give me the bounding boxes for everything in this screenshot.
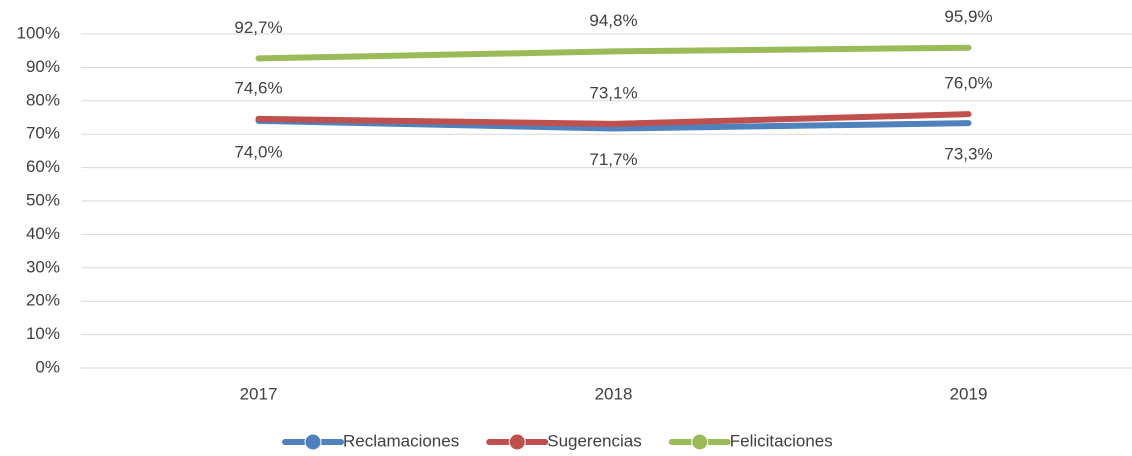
y-tick-label: 40% xyxy=(26,224,60,243)
data-label: 73,1% xyxy=(589,83,637,102)
y-tick-label: 0% xyxy=(35,357,60,376)
data-label: 74,0% xyxy=(234,142,282,161)
y-tick-label: 100% xyxy=(17,23,60,42)
legend-label: Sugerencias xyxy=(547,431,642,450)
series-line xyxy=(255,44,972,62)
x-tick-label: 2019 xyxy=(950,384,988,403)
legend-marker xyxy=(304,433,322,451)
data-label: 92,7% xyxy=(234,18,282,37)
data-label: 94,8% xyxy=(589,11,637,30)
data-label: 76,0% xyxy=(944,74,992,93)
y-tick-label: 30% xyxy=(26,257,60,276)
y-tick-label: 20% xyxy=(26,291,60,310)
data-label: 71,7% xyxy=(589,150,637,169)
legend-label: Felicitaciones xyxy=(730,431,833,450)
y-tick-label: 50% xyxy=(26,190,60,209)
data-label: 74,6% xyxy=(234,78,282,97)
y-tick-label: 80% xyxy=(26,90,60,109)
y-tick-label: 60% xyxy=(26,157,60,176)
y-tick-label: 10% xyxy=(26,324,60,343)
y-tick-label: 90% xyxy=(26,57,60,76)
legend-label: Reclamaciones xyxy=(343,431,459,450)
legend-marker xyxy=(508,433,526,451)
series-line xyxy=(255,111,972,127)
x-tick-label: 2017 xyxy=(240,384,278,403)
x-tick-label: 2018 xyxy=(595,384,633,403)
data-label: 73,3% xyxy=(944,145,992,164)
y-tick-label: 70% xyxy=(26,124,60,143)
data-label: 95,9% xyxy=(944,7,992,26)
legend-marker xyxy=(691,433,709,451)
